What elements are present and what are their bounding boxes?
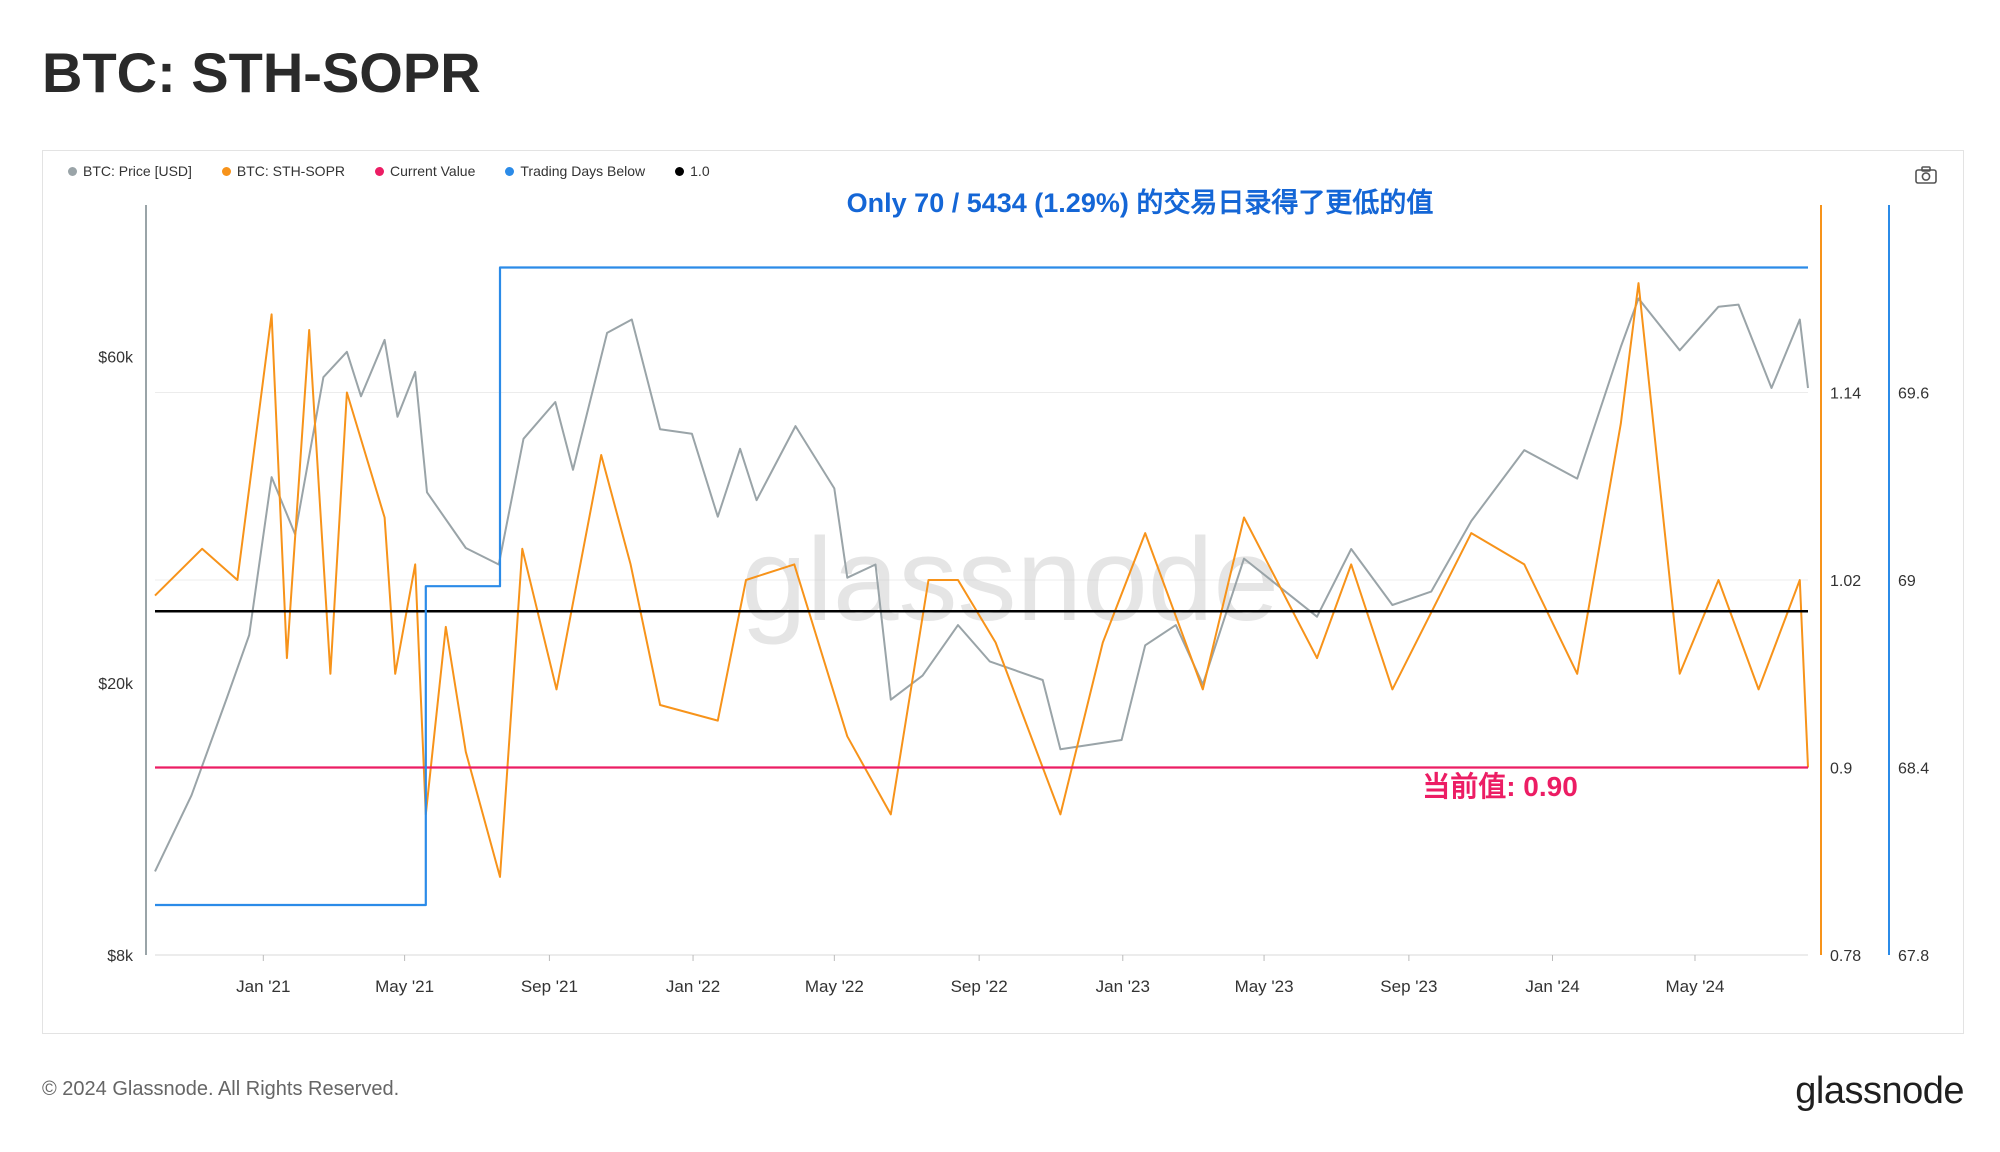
- legend-item-trading-days-below[interactable]: Trading Days Below: [505, 163, 645, 179]
- legend-dot-price: [68, 166, 77, 176]
- chart-panel: [42, 150, 1964, 1034]
- legend-item-current-value[interactable]: Current Value: [375, 163, 475, 179]
- page-title: BTC: STH-SOPR: [42, 41, 481, 104]
- legend-dot-sth-sopr: [221, 166, 231, 176]
- legend-dot-trading-days-below: [505, 166, 515, 176]
- legend-dot-current-value: [375, 166, 385, 176]
- legend-label-trading-days-below: Trading Days Below: [520, 163, 646, 179]
- footer-copyright: © 2024 Glassnode. All Rights Reserved.: [42, 1078, 400, 1100]
- legend-item-price[interactable]: BTC: Price [USD]: [68, 163, 192, 179]
- legend-label-one: 1.0: [690, 163, 710, 179]
- camera-icon[interactable]: [1915, 166, 1937, 184]
- legend-label-sth-sopr: BTC: STH-SOPR: [236, 163, 346, 179]
- legend-item-one[interactable]: 1.0: [675, 163, 710, 179]
- legend-dot-one: [675, 166, 685, 176]
- legend-label-price: BTC: Price [USD]: [83, 163, 192, 179]
- legend-label-current-value: Current Value: [390, 163, 476, 179]
- legend-item-sth-sopr[interactable]: BTC: STH-SOPR: [221, 163, 346, 179]
- footer-logo[interactable]: glassnode: [1795, 1070, 1964, 1112]
- chart-legend: BTC: Price [USD] BTC: STH-SOPR Current V…: [68, 163, 710, 179]
